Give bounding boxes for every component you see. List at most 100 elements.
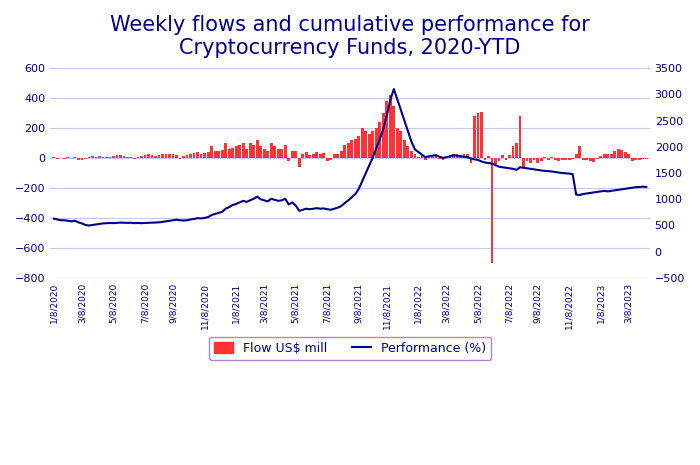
Bar bbox=[74, 157, 76, 158]
Bar bbox=[276, 149, 279, 158]
Bar bbox=[122, 156, 125, 158]
Bar bbox=[547, 158, 550, 159]
Bar bbox=[578, 146, 581, 158]
Bar bbox=[326, 158, 329, 161]
Bar bbox=[231, 147, 234, 158]
Bar bbox=[323, 153, 326, 158]
Bar bbox=[568, 158, 570, 159]
Bar bbox=[438, 158, 441, 159]
Bar bbox=[206, 152, 209, 158]
Bar bbox=[186, 155, 188, 158]
Bar bbox=[304, 152, 307, 158]
Bar bbox=[189, 153, 192, 158]
Bar bbox=[347, 143, 350, 158]
Bar bbox=[557, 158, 560, 161]
Title: Weekly flows and cumulative performance for
Cryptocurrency Funds, 2020-YTD: Weekly flows and cumulative performance … bbox=[110, 15, 590, 58]
Bar bbox=[480, 112, 483, 158]
Bar bbox=[428, 156, 430, 158]
Bar bbox=[312, 153, 315, 158]
Bar bbox=[252, 145, 255, 158]
Bar bbox=[484, 158, 486, 159]
Bar bbox=[126, 157, 129, 158]
Bar bbox=[596, 158, 598, 159]
Bar bbox=[445, 157, 448, 158]
Bar bbox=[533, 158, 536, 159]
Bar bbox=[403, 140, 406, 158]
Bar bbox=[298, 158, 300, 167]
Bar bbox=[294, 151, 297, 158]
Bar bbox=[501, 155, 504, 158]
Bar bbox=[88, 157, 90, 158]
Bar bbox=[624, 152, 626, 158]
Bar bbox=[368, 134, 371, 158]
Bar bbox=[379, 122, 382, 158]
Bar bbox=[354, 139, 357, 158]
Bar bbox=[217, 151, 220, 158]
Bar bbox=[554, 158, 556, 159]
Bar bbox=[193, 153, 195, 158]
Bar bbox=[147, 154, 150, 158]
Bar bbox=[290, 151, 293, 158]
Bar bbox=[442, 158, 444, 159]
Bar bbox=[512, 146, 514, 158]
Bar bbox=[175, 155, 178, 158]
Bar bbox=[400, 131, 402, 158]
Bar bbox=[108, 157, 111, 158]
Bar bbox=[487, 156, 490, 158]
Bar bbox=[435, 155, 438, 158]
Bar bbox=[494, 158, 497, 164]
Bar bbox=[91, 156, 94, 158]
Bar bbox=[365, 131, 368, 158]
Bar bbox=[561, 158, 564, 160]
Bar bbox=[66, 157, 69, 158]
Bar bbox=[641, 158, 644, 159]
Bar bbox=[361, 128, 364, 158]
Bar bbox=[112, 156, 115, 158]
Bar bbox=[133, 158, 136, 159]
Bar bbox=[564, 158, 567, 159]
Bar bbox=[105, 157, 108, 158]
Bar bbox=[505, 158, 508, 159]
Bar bbox=[498, 158, 500, 161]
Bar bbox=[463, 154, 466, 158]
Bar bbox=[80, 158, 83, 160]
Bar bbox=[245, 149, 248, 158]
Bar bbox=[228, 149, 230, 158]
Bar bbox=[351, 140, 354, 158]
Bar bbox=[256, 140, 258, 158]
Bar bbox=[603, 153, 606, 158]
Bar bbox=[63, 158, 66, 159]
Bar bbox=[248, 143, 251, 158]
Bar bbox=[280, 149, 283, 158]
Bar bbox=[585, 158, 588, 160]
Bar bbox=[301, 153, 304, 158]
Bar bbox=[582, 158, 584, 159]
Bar bbox=[519, 116, 522, 158]
Bar bbox=[172, 154, 174, 158]
Bar bbox=[529, 158, 532, 163]
Bar bbox=[168, 154, 171, 158]
Bar bbox=[273, 146, 276, 158]
Bar bbox=[459, 155, 462, 158]
Bar bbox=[262, 149, 265, 158]
Bar bbox=[150, 155, 153, 158]
Bar bbox=[319, 153, 322, 158]
Bar bbox=[477, 113, 480, 158]
Bar bbox=[491, 158, 494, 263]
Bar bbox=[452, 153, 455, 158]
Bar bbox=[130, 157, 132, 158]
Bar bbox=[470, 158, 473, 163]
Bar bbox=[393, 106, 395, 158]
Bar bbox=[284, 145, 286, 158]
Bar bbox=[522, 158, 525, 167]
Bar bbox=[234, 146, 237, 158]
Bar bbox=[543, 157, 546, 158]
Bar bbox=[308, 155, 312, 158]
Bar bbox=[136, 157, 139, 158]
Bar bbox=[119, 155, 122, 158]
Bar bbox=[102, 157, 104, 158]
Bar bbox=[375, 128, 378, 158]
Bar bbox=[182, 156, 185, 158]
Bar bbox=[631, 158, 634, 161]
Bar bbox=[638, 158, 640, 159]
